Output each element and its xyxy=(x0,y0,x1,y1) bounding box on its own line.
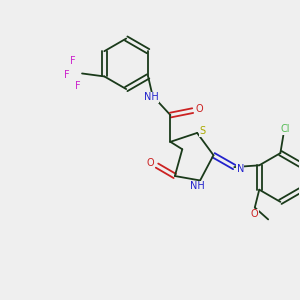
Text: F: F xyxy=(64,70,69,80)
Text: Cl: Cl xyxy=(280,124,289,134)
Text: S: S xyxy=(200,126,206,136)
Text: F: F xyxy=(70,56,76,66)
Text: O: O xyxy=(195,104,203,114)
Text: O: O xyxy=(147,158,154,168)
Text: N: N xyxy=(237,164,244,174)
Text: NH: NH xyxy=(190,182,205,191)
Text: O: O xyxy=(250,209,258,219)
Text: NH: NH xyxy=(144,92,158,102)
Text: F: F xyxy=(75,81,80,91)
